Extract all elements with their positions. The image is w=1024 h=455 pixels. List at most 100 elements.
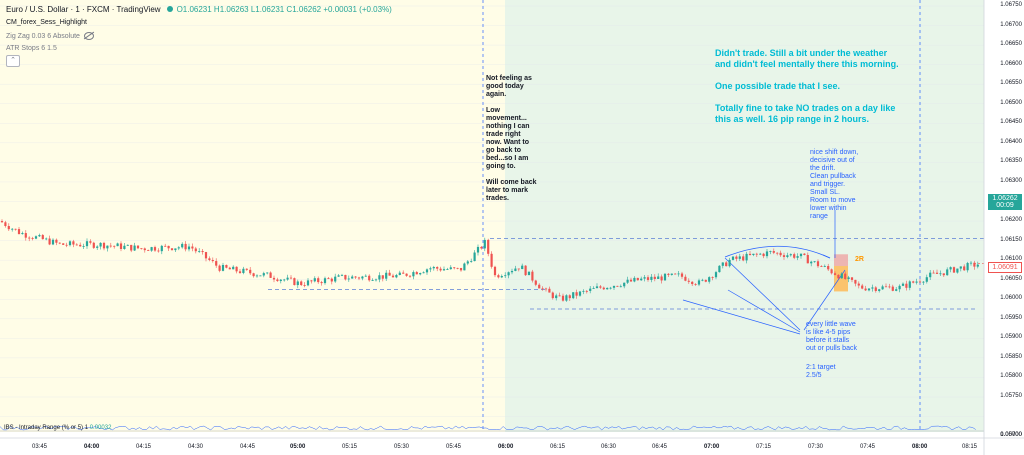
candle-body [398, 272, 401, 275]
time-tick-label: 05:15 [342, 444, 358, 450]
candle-body [966, 262, 969, 271]
price-tick-label: 1.05900 [1000, 334, 1022, 341]
indicator-atr-stops[interactable]: ATR Stops 6 1.5 [6, 45, 57, 52]
candle-body [541, 288, 544, 290]
candle-body [11, 228, 14, 230]
candle-body [293, 278, 296, 286]
candle-body [660, 276, 663, 281]
chevron-up-icon[interactable]: ⌃ [6, 55, 20, 67]
note-wave: every little wave is like 4-5 pips befor… [806, 321, 857, 352]
candle-body [235, 266, 238, 272]
candle-body [425, 269, 429, 273]
candle-body [463, 263, 466, 271]
candle-body [334, 276, 337, 282]
candle-body [912, 281, 915, 283]
candle-body [500, 276, 503, 278]
candle-body [949, 267, 952, 270]
candle-body [589, 288, 592, 291]
candle-body [759, 253, 762, 255]
candle-body [374, 279, 378, 281]
price-tick-label: 1.06150 [1000, 236, 1022, 243]
candle-body [238, 271, 242, 273]
candle-body [653, 276, 656, 279]
candle-body [956, 268, 959, 273]
annotation-arrow [724, 257, 801, 331]
candle-body [480, 246, 483, 249]
last-price-tag: 1.06262 00:09 [988, 194, 1022, 210]
candle-body [157, 250, 160, 252]
candle-body [657, 276, 660, 279]
candle-body [395, 274, 398, 278]
arrow-head [822, 254, 831, 259]
price-tick-label: 1.06500 [1000, 99, 1022, 106]
time-tick-label: 07:15 [756, 444, 772, 450]
candle-body [432, 267, 435, 269]
time-tick-label: 07:00 [704, 444, 720, 450]
candle-body [191, 246, 194, 249]
candle-body [561, 295, 565, 301]
candle-body [575, 292, 578, 296]
take-profit-box [834, 266, 848, 292]
candle-body [466, 261, 469, 264]
time-tick-label: 04:15 [136, 444, 152, 450]
ibs-indicator-label[interactable]: IBS - Intraday Range (% or 5) 1 0.00032 [4, 425, 112, 431]
price-tick-label: 1.06200 [1000, 217, 1022, 224]
candle-body [449, 267, 452, 270]
price-tick-label: 0.00000 [1000, 432, 1022, 438]
candle-body [487, 239, 490, 254]
price-tick-label: 1.06450 [1000, 119, 1022, 126]
candle-body [130, 244, 133, 251]
candle-body [888, 286, 891, 288]
candle-body [245, 268, 248, 270]
candle-body [898, 285, 901, 290]
price-tick-label: 1.05850 [1000, 353, 1022, 360]
candle-body [184, 243, 187, 250]
candle-body [572, 292, 575, 299]
candle-body [45, 238, 48, 240]
indicator-sess-highlight[interactable]: CM_forex_Sess_Highlight [6, 19, 87, 26]
time-tick-label: 06:15 [550, 444, 566, 450]
candle-body [201, 251, 204, 253]
candle-body [473, 252, 476, 262]
candle-body [646, 277, 650, 280]
indicator-zigzag[interactable]: Zig Zag 0.03 6 Absolute [6, 32, 94, 40]
candle-body [99, 242, 102, 247]
candle-body [442, 269, 446, 271]
candle-body [507, 272, 510, 276]
candle-body [259, 275, 262, 277]
candle-body [922, 281, 925, 283]
candle-body [871, 287, 874, 289]
ibs-line [0, 425, 976, 431]
annotation-arrow [682, 299, 801, 335]
candle-body [633, 277, 636, 282]
candle-body [806, 254, 809, 264]
symbol-title[interactable]: Euro / U.S. Dollar · 1 · FXCM · TradingV… [6, 5, 161, 14]
candle-body [459, 267, 463, 271]
time-tick-label: 07:30 [808, 444, 824, 450]
eye-hidden-icon[interactable] [83, 32, 94, 40]
candle-body [388, 272, 391, 276]
candle-body [735, 256, 738, 259]
candle-body [527, 271, 531, 276]
time-tick-label: 05:45 [446, 444, 462, 450]
candle-body [476, 246, 480, 253]
candle-body [827, 265, 830, 270]
candle-body [7, 226, 10, 230]
candle-body [378, 275, 381, 280]
candle-body [687, 280, 690, 282]
candle-body [640, 278, 643, 281]
candle-body [150, 247, 153, 251]
time-tick-label: 08:15 [962, 444, 978, 450]
candle-body [952, 267, 956, 273]
candle-body [796, 256, 799, 258]
candle-body [75, 244, 78, 246]
candle-body [68, 241, 72, 246]
candle-body [446, 269, 449, 270]
candle-body [595, 286, 599, 289]
candle-body [623, 282, 626, 287]
price-tick-label: 1.05800 [1000, 373, 1022, 380]
candle-body [691, 281, 694, 285]
candle-body [164, 245, 167, 247]
candle-body [14, 228, 17, 230]
